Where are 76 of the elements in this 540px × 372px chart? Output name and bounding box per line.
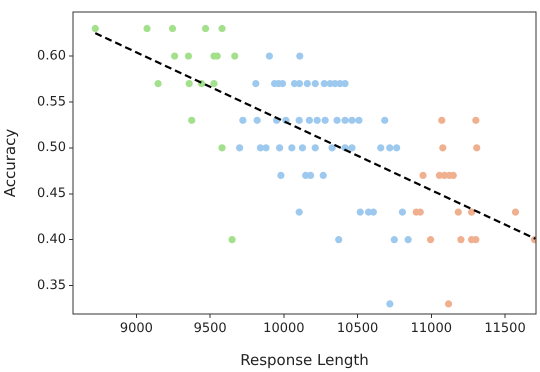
point: [512, 208, 520, 216]
point: [473, 144, 480, 152]
point: [377, 144, 384, 152]
point: [188, 116, 196, 124]
point: [231, 52, 238, 60]
point: [296, 52, 304, 60]
point: [266, 52, 274, 60]
x-tick-label: 10000: [263, 321, 305, 336]
point: [328, 144, 336, 152]
y-tick-label: 0.35: [37, 278, 66, 293]
point: [202, 24, 210, 32]
point: [333, 116, 341, 124]
point: [398, 208, 406, 216]
point: [168, 24, 176, 32]
x-tick-label: 9500: [194, 321, 227, 336]
point: [322, 116, 329, 124]
y-tick-label: 0.55: [37, 94, 66, 110]
point: [426, 236, 434, 244]
point: [439, 144, 446, 152]
point: [277, 172, 285, 179]
point: [236, 144, 244, 152]
point: [457, 236, 465, 244]
point: [210, 80, 218, 88]
point: [472, 116, 480, 124]
point: [438, 116, 446, 124]
point: [355, 116, 363, 124]
point: [386, 300, 394, 308]
point: [186, 80, 193, 88]
point: [390, 236, 398, 244]
x-tick-label: 11500: [484, 321, 526, 336]
point: [404, 236, 412, 244]
y-tick-label: 0.60: [37, 48, 66, 64]
point: [262, 144, 270, 152]
point: [335, 236, 342, 244]
point: [218, 24, 226, 32]
point: [288, 144, 296, 152]
point: [348, 144, 356, 152]
point: [306, 116, 313, 124]
point: [254, 116, 261, 124]
point: [393, 144, 400, 152]
point: [320, 80, 328, 88]
point: [381, 116, 388, 124]
point: [92, 24, 99, 32]
x-tick-label: 11000: [410, 321, 452, 336]
point: [184, 52, 192, 60]
point: [341, 116, 349, 124]
x-tick-label: 9000: [120, 321, 153, 336]
point: [304, 80, 311, 88]
point: [296, 116, 303, 124]
point: [143, 24, 151, 32]
y-axis-title: Accuracy: [0, 128, 19, 198]
point: [252, 80, 260, 88]
point: [444, 300, 452, 308]
y-tick-label: 0.40: [37, 232, 66, 248]
y-tick-label: 0.50: [37, 140, 66, 156]
point: [314, 116, 321, 124]
point: [312, 80, 319, 88]
point: [419, 172, 427, 179]
point: [276, 144, 284, 152]
point: [320, 172, 327, 179]
x-axis-title: Response Length: [240, 350, 369, 369]
point: [228, 236, 236, 244]
point: [454, 208, 462, 216]
point: [386, 144, 394, 152]
point: [239, 116, 246, 124]
point: [298, 144, 306, 152]
point: [154, 80, 162, 88]
point: [468, 208, 476, 216]
point: [170, 52, 178, 60]
x-tick-label: 10500: [336, 321, 378, 336]
point: [348, 116, 356, 124]
point: [218, 144, 226, 152]
point: [356, 208, 364, 216]
point: [312, 144, 319, 152]
y-tick-label: 0.45: [37, 186, 66, 202]
point: [296, 208, 303, 216]
